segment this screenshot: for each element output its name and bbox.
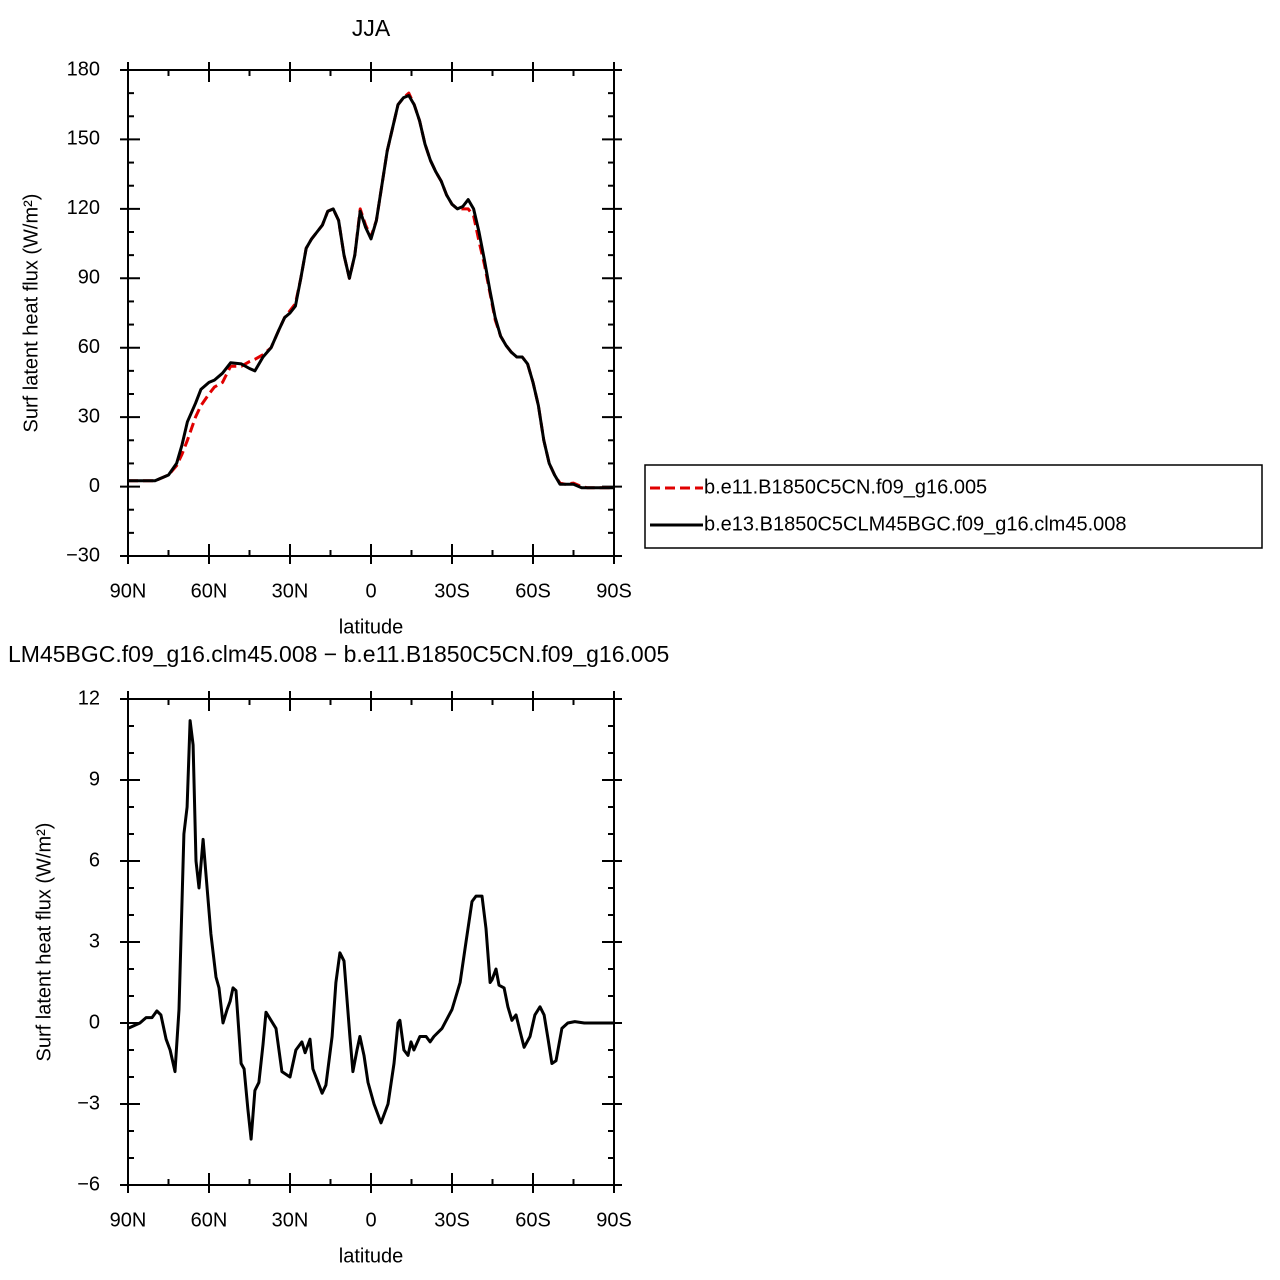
y-tick-label: 9 — [89, 768, 100, 790]
y-axis-label: Surf latent heat flux (W/m²) — [33, 823, 55, 1062]
y-tick-label: 12 — [78, 687, 100, 709]
x-tick-label: 60N — [191, 1209, 228, 1231]
x-tick-label: 0 — [365, 1209, 376, 1231]
y-tick-label: −6 — [77, 1173, 100, 1195]
data-line — [128, 94, 614, 490]
x-tick-label: 30N — [272, 580, 309, 602]
y-tick-label: 150 — [67, 128, 100, 150]
y-tick-label: 0 — [89, 1011, 100, 1033]
data-line — [127, 719, 614, 1141]
x-tick-label: 30N — [272, 1209, 309, 1231]
legend-label: b.e11.B1850C5CN.f09_g16.005 — [704, 476, 987, 498]
x-tick-label: 90N — [110, 1209, 147, 1231]
x-tick-label: 60S — [515, 1209, 551, 1231]
x-tick-label: 60S — [515, 580, 551, 602]
x-axis-label: latitude — [339, 1245, 404, 1267]
y-tick-label: 60 — [78, 336, 100, 358]
x-tick-label: 60N — [191, 580, 228, 602]
x-axis-label: latitude — [339, 616, 404, 638]
y-tick-label: 0 — [89, 475, 100, 497]
x-tick-label: 0 — [365, 580, 376, 602]
y-tick-label: 3 — [89, 930, 100, 952]
x-tick-label: 90N — [110, 580, 147, 602]
y-tick-label: 180 — [67, 58, 100, 80]
y-tick-label: −30 — [66, 544, 100, 566]
y-tick-label: 30 — [78, 405, 100, 427]
x-tick-label: 30S — [434, 1209, 470, 1231]
chart-title: JJA — [352, 15, 391, 41]
legend-box — [644, 464, 1263, 549]
legend-label: b.e13.B1850C5CLM45BGC.f09_g16.clm45.008 — [704, 513, 1127, 535]
x-tick-label: 90S — [596, 1209, 632, 1231]
y-axis-label: Surf latent heat flux (W/m²) — [20, 194, 42, 433]
y-tick-label: 120 — [67, 197, 100, 219]
plot-frame — [127, 698, 615, 1186]
x-tick-label: 30S — [434, 580, 470, 602]
plot-frame — [127, 69, 615, 557]
chart-title: LM45BGC.f09_g16.clm45.008 − b.e11.B1850C… — [8, 641, 669, 667]
x-tick-label: 90S — [596, 580, 632, 602]
y-tick-label: 90 — [78, 267, 100, 289]
data-line — [128, 91, 614, 490]
y-tick-label: −3 — [77, 1092, 100, 1114]
y-tick-label: 6 — [89, 849, 100, 871]
